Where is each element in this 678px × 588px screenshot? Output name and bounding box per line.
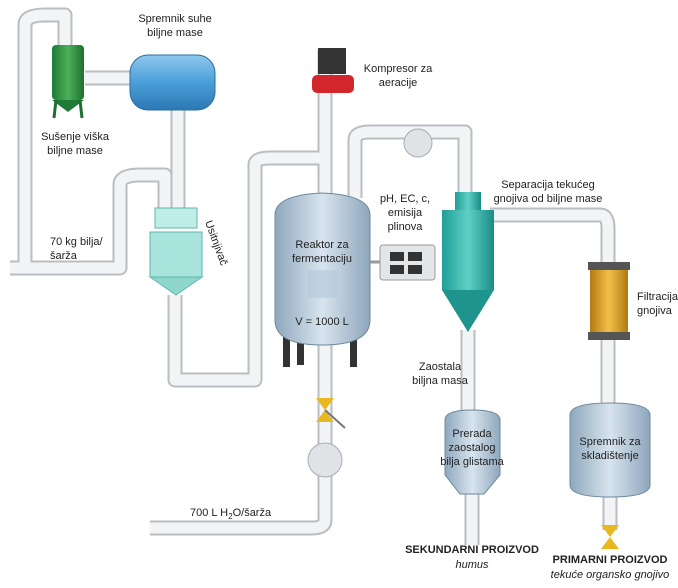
label: Sušenje viška biljne mase bbox=[41, 131, 110, 157]
label-line: šarža bbox=[50, 250, 78, 262]
dryer bbox=[52, 45, 84, 118]
label: pH, EC, c, emisija plinova bbox=[380, 193, 430, 233]
label-line: Sušenje viška bbox=[41, 131, 110, 143]
label-line: Spremnik za bbox=[579, 436, 641, 448]
dry-tank bbox=[130, 55, 215, 110]
label: SEKUNDARNI PROIZVOD bbox=[405, 544, 539, 556]
label-line: bilja glistama bbox=[440, 456, 504, 468]
process-diagram: Spremnik suhe biljne mase Sušenje viška bi… bbox=[0, 0, 678, 583]
label-line: biljne mase bbox=[147, 27, 203, 39]
label-line: zaostalog bbox=[448, 442, 495, 454]
label-line: biljne mase bbox=[47, 145, 103, 157]
label: Kompresor za aeracije bbox=[364, 63, 433, 89]
label: 700 L H2O/šarža bbox=[190, 507, 272, 521]
label-line: skladištenje bbox=[581, 450, 638, 462]
controller bbox=[370, 245, 435, 280]
compressor bbox=[312, 48, 354, 93]
label: tekuće organsko gnojivo bbox=[551, 569, 670, 581]
label-line: Zaostala bbox=[419, 361, 462, 373]
label-line: plinova bbox=[388, 221, 424, 233]
label-line: emisija bbox=[388, 207, 423, 219]
label-line: gnojiva bbox=[637, 305, 673, 317]
filter bbox=[588, 262, 630, 340]
reactor bbox=[275, 193, 370, 367]
label: humus bbox=[455, 559, 489, 571]
label-line: Reaktor za bbox=[295, 239, 349, 251]
label-line: Spremnik suhe bbox=[138, 13, 211, 25]
label-line: 700 L H bbox=[190, 507, 228, 519]
label-line: pH, EC, c, bbox=[380, 193, 430, 205]
label-line: Prerada bbox=[452, 428, 492, 440]
label: V = 1000 L bbox=[295, 316, 349, 328]
label-line: gnojiva od biljne mase bbox=[494, 193, 603, 205]
shredder bbox=[150, 208, 202, 295]
label-line: Filtracija bbox=[637, 291, 678, 303]
label-line: biljna masa bbox=[412, 375, 469, 387]
label: Spremnik suhe biljne mase bbox=[138, 13, 211, 39]
label-line: O/šarža bbox=[233, 507, 272, 519]
label-line: 70 kg bilja/ bbox=[50, 236, 104, 248]
label-line: Separacija tekućeg bbox=[501, 179, 595, 191]
label-line: fermentaciju bbox=[292, 253, 352, 265]
label-line: Kompresor za bbox=[364, 63, 433, 75]
pump bbox=[404, 129, 432, 157]
separator bbox=[442, 192, 494, 332]
label: Separacija tekućeg gnojiva od biljne mase bbox=[494, 179, 603, 205]
label-line: aeracije bbox=[379, 77, 418, 89]
label: PRIMARNI PROIZVOD bbox=[553, 554, 668, 566]
label: 70 kg bilja/šarža bbox=[50, 236, 104, 262]
label: Filtracija gnojiva bbox=[637, 291, 678, 317]
label: Zaostala biljna masa bbox=[412, 361, 469, 387]
label: Usitnjivač bbox=[202, 219, 230, 268]
